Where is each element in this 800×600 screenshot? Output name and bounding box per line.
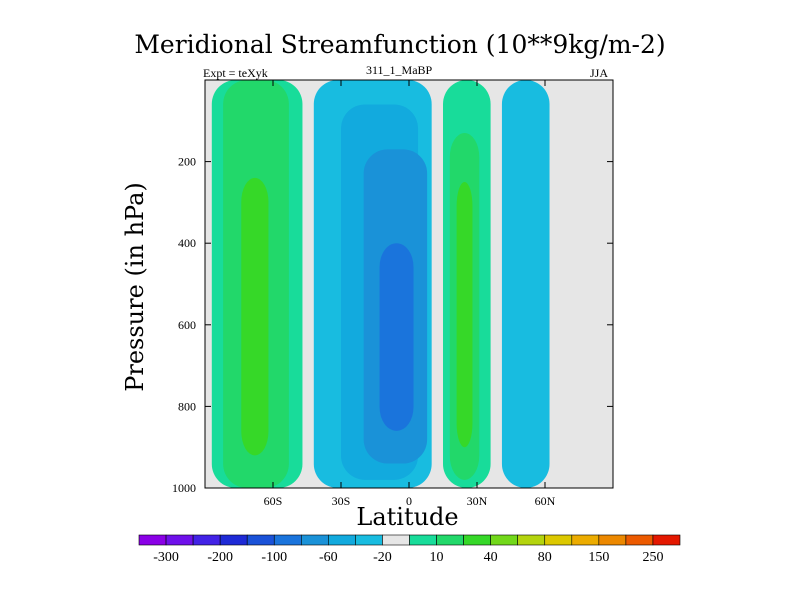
colorbar-swatch <box>219 534 248 546</box>
chart-title: Meridional Streamfunction (10**9kg/m-2) <box>134 30 666 59</box>
y-tick-label: 200 <box>178 155 196 169</box>
season-label: JJA <box>590 66 609 80</box>
colorbar: -300 -200 -100 -60 -20 10 40 80 150 250 <box>138 534 681 565</box>
axes-group: 60S 30S 0 30N 60N 200 400 600 800 1000 <box>172 80 613 508</box>
colorbar-label: 80 <box>538 550 552 565</box>
y-tick-label: 1000 <box>172 481 196 495</box>
contour-region-6 <box>379 243 414 431</box>
x-tick-label: 0 <box>406 494 412 508</box>
colorbar-swatch <box>517 534 546 546</box>
experiment-label: Expt = teXyk <box>203 66 268 80</box>
colorbar-label: 40 <box>484 550 498 565</box>
y-tick-label: 600 <box>178 318 196 332</box>
colorbar-label: 10 <box>430 550 444 565</box>
colorbar-swatch <box>544 534 573 546</box>
x-tick-label: 30S <box>332 494 351 508</box>
colorbar-swatch <box>436 534 464 546</box>
colorbar-label: 150 <box>588 550 609 565</box>
colorbar-label: -20 <box>373 550 392 565</box>
colorbar-label: 250 <box>642 550 663 565</box>
colorbar-swatch <box>409 534 437 546</box>
colorbar-label: -300 <box>153 550 179 565</box>
colorbar-swatch <box>571 534 600 546</box>
colorbar-swatch <box>625 534 654 546</box>
colorbar-swatch <box>246 534 275 546</box>
x-tick-label: 60S <box>264 494 283 508</box>
colorbar-swatch <box>490 534 518 546</box>
colorbar-swatch <box>355 534 383 546</box>
colorbar-swatch <box>598 534 627 546</box>
contour-region-2 <box>241 177 269 456</box>
colorbar-swatch <box>328 534 356 546</box>
x-tick-label: 60N <box>535 494 556 508</box>
run-label: 311_1_MaBP <box>366 63 433 77</box>
colorbar-swatch <box>463 534 491 546</box>
y-tick-label: 400 <box>178 236 196 250</box>
x-tick-label: 30N <box>467 494 488 508</box>
colorbar-swatch <box>165 534 194 546</box>
contour-fill-group <box>211 80 550 488</box>
colorbar-label: -60 <box>319 550 338 565</box>
colorbar-swatch <box>273 534 302 546</box>
colorbar-swatch <box>382 534 410 546</box>
colorbar-swatch <box>138 534 167 546</box>
y-tick-label: 800 <box>178 399 196 413</box>
colorbar-swatch <box>300 534 329 546</box>
contour-region-10 <box>501 80 550 488</box>
colorbar-swatch <box>652 534 681 546</box>
colorbar-swatch <box>192 534 221 546</box>
colorbar-label: -100 <box>261 550 287 565</box>
colorbar-label: -200 <box>207 550 233 565</box>
contour-region-9 <box>456 182 473 448</box>
x-axis-label: Latitude <box>356 503 459 531</box>
